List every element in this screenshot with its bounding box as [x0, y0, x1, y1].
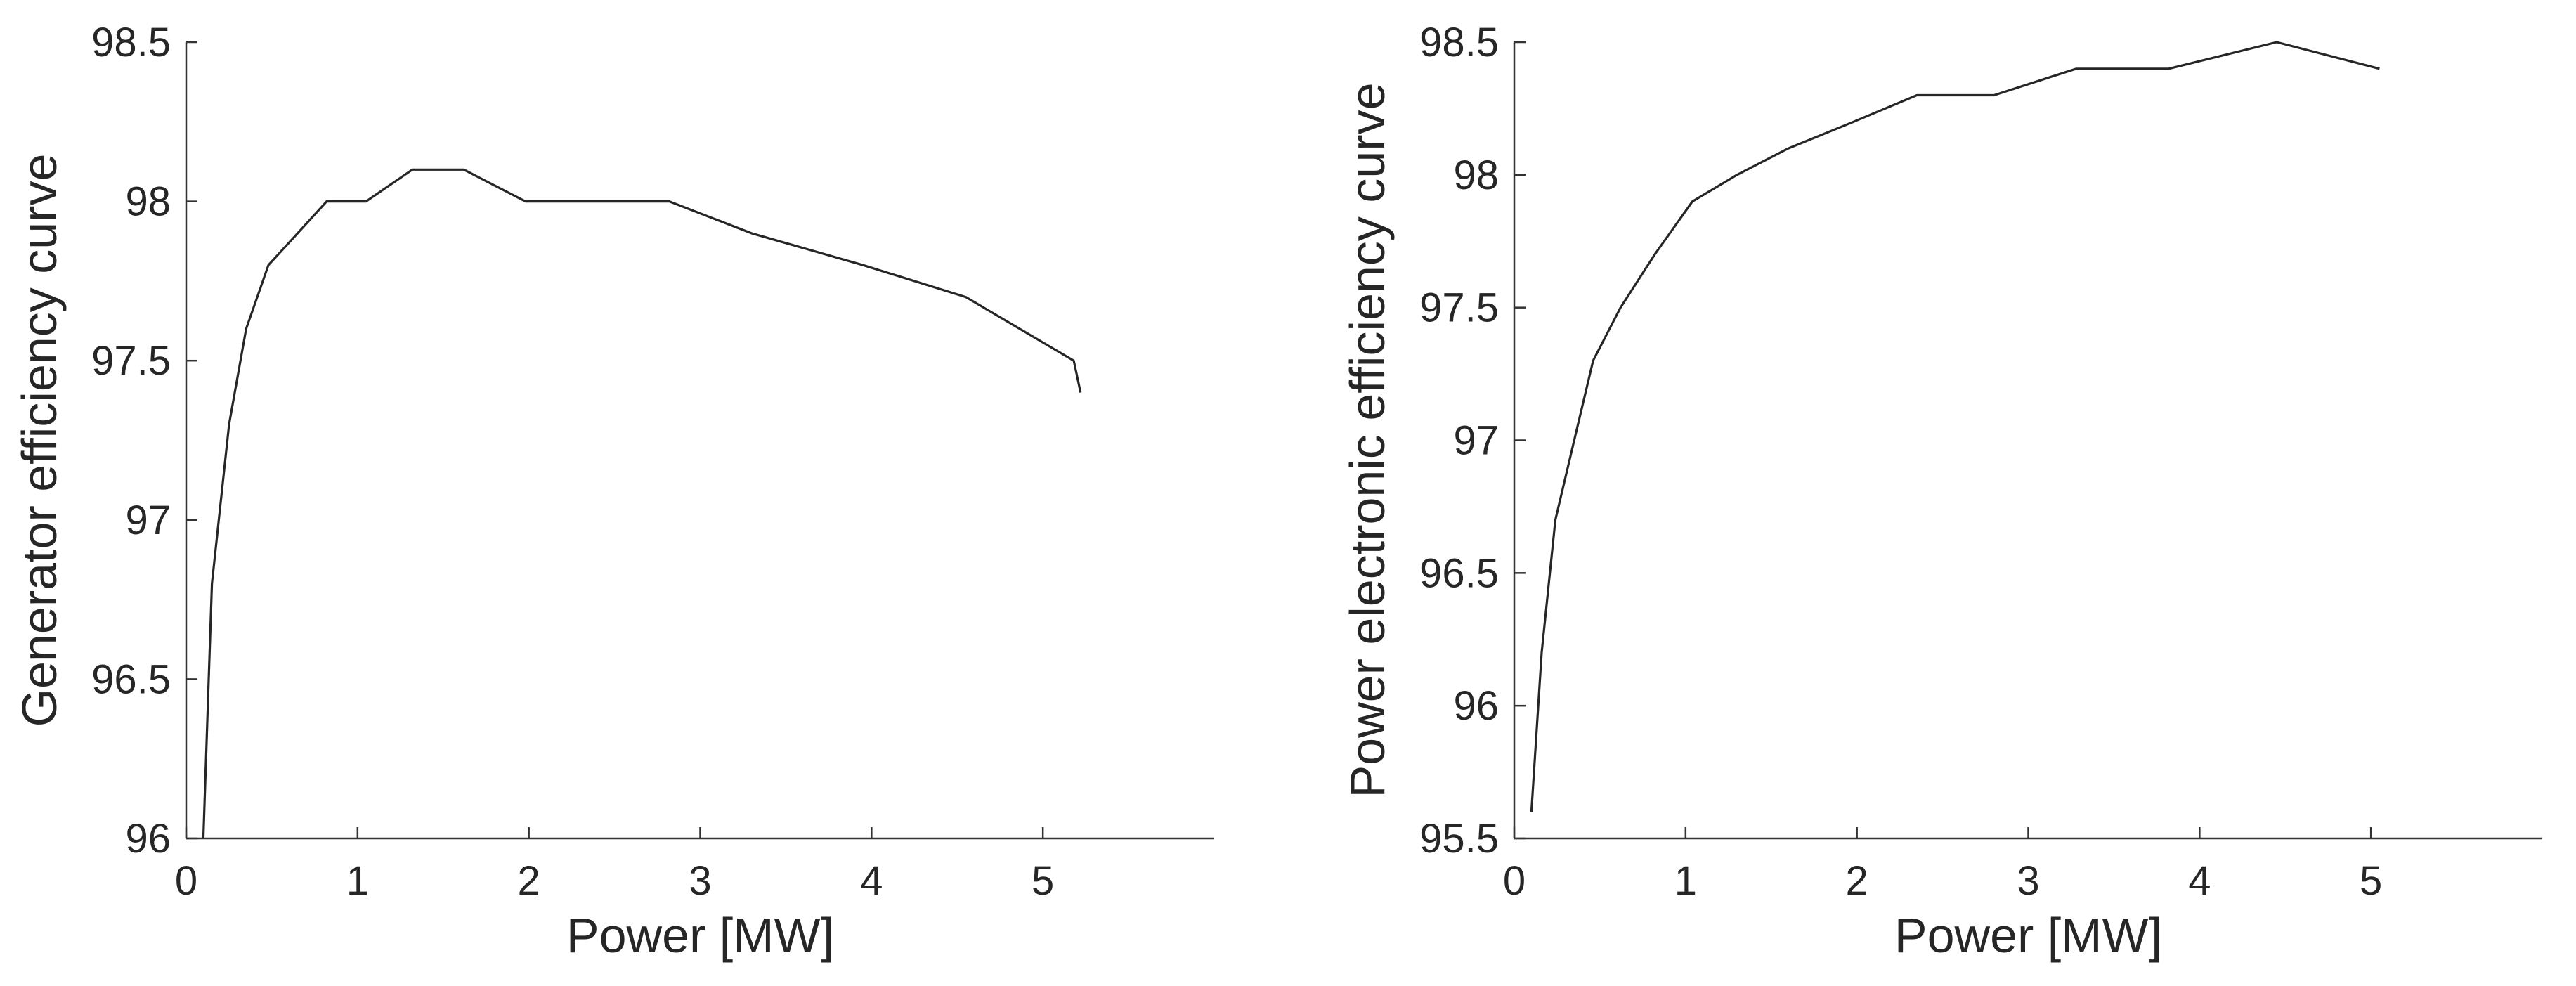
power-electronic-y-tick-label: 98	[1453, 153, 1499, 198]
generator-y-tick-label: 97	[125, 498, 171, 543]
power-electronic-x-tick-label: 1	[1674, 858, 1697, 904]
generator-x-tick-label: 1	[346, 858, 369, 904]
power-electronic-x-axis-label: Power [MW]	[1894, 908, 2162, 963]
power-electronic-y-tick-label: 97	[1453, 418, 1499, 464]
power-electronic-x-tick-label: 4	[2188, 858, 2211, 904]
power-electronic-y-tick-label: 95.5	[1419, 816, 1499, 862]
power-electronic-efficiency-plot: 95.5 96 96.5 97 97.5 98 98.5 0 1 2 3 4 5 Power [MW] Po…	[1340, 20, 2542, 963]
generator-x-tick-label: 3	[689, 858, 711, 904]
generator-efficiency-plot: 96 96.5 97 97.5 98 98.5 0 1 2 3 4 5 Power [MW] Genera…	[12, 20, 1214, 963]
power-electronic-series-line	[1530, 41, 2380, 812]
power-electronic-y-tick-label: 98.5	[1419, 20, 1499, 65]
power-electronic-x-tick-label: 2	[1846, 858, 1868, 904]
generator-y-tick-label: 98	[125, 179, 171, 225]
generator-y-axis-label: Generator efficiency curve	[12, 154, 67, 727]
power-electronic-y-tick-label: 97.5	[1419, 285, 1499, 331]
power-electronic-y-tick-label: 96	[1453, 683, 1499, 729]
power-electronic-x-tick-label: 5	[2360, 858, 2382, 904]
generator-y-tick-label: 97.5	[91, 338, 171, 384]
generator-y-tick-label: 96.5	[91, 656, 171, 702]
generator-y-tick-label: 96	[125, 816, 171, 862]
power-electronic-x-tick-label: 0	[1503, 858, 1526, 904]
power-electronic-y-axis-label: Power electronic efficiency curve	[1340, 82, 1395, 798]
generator-x-axis-label: Power [MW]	[566, 908, 834, 963]
power-electronic-y-tick-label: 96.5	[1419, 550, 1499, 596]
power-electronic-x-tick-label: 3	[2017, 858, 2039, 904]
generator-x-tick-label: 4	[860, 858, 883, 904]
generator-series-line	[202, 168, 1082, 839]
generator-x-tick-label: 0	[175, 858, 197, 904]
generator-x-tick-label: 2	[518, 858, 540, 904]
generator-x-tick-label: 5	[1032, 858, 1054, 904]
generator-y-tick-label: 98.5	[91, 20, 171, 65]
